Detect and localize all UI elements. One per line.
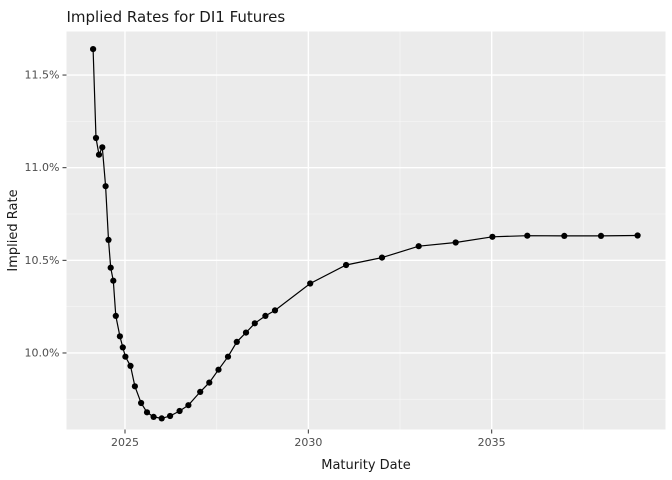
y-axis-tick-label: 11.0% (25, 161, 60, 174)
data-point (233, 338, 240, 345)
data-point (150, 413, 157, 420)
data-line (92, 49, 638, 420)
x-axis-tick-label: 2025 (111, 436, 139, 449)
x-axis-title: Maturity Date (321, 458, 410, 473)
data-point (378, 254, 386, 261)
data-point (215, 366, 222, 373)
data-point (197, 388, 204, 395)
x-axis-tick-label: 2035 (478, 436, 506, 449)
data-point (131, 383, 138, 390)
data-point (102, 183, 109, 190)
data-point (597, 232, 605, 239)
data-point (122, 353, 129, 360)
data-point (167, 412, 174, 420)
data-point (307, 280, 314, 287)
data-point (262, 312, 269, 319)
data-point (524, 232, 531, 239)
data-point (105, 236, 112, 243)
data-point (112, 312, 119, 319)
data-point (127, 362, 134, 369)
chart-title: Implied Rates for DI1 Futures (67, 8, 286, 26)
data-point (158, 415, 165, 422)
data-point (185, 402, 192, 409)
y-axis-tick-label: 11.5% (25, 69, 60, 82)
data-point (271, 307, 279, 314)
y-axis-tick-label: 10.5% (25, 254, 60, 267)
data-point (116, 333, 123, 340)
data-point (489, 233, 496, 240)
data-point (95, 151, 103, 158)
plot-panel-layer: 2025 2030 2035 11.5% 11.0% 10.5% 10.0% (25, 31, 666, 449)
data-point (99, 144, 106, 151)
data-point (242, 329, 250, 336)
data-point (343, 261, 350, 269)
data-point (90, 46, 97, 53)
data-point (224, 353, 232, 360)
data-point (92, 134, 100, 142)
x-axis-tick-label: 2030 (294, 436, 322, 449)
data-point (251, 320, 258, 327)
data-point (107, 264, 114, 271)
data-point (138, 399, 145, 407)
data-point (176, 407, 183, 415)
data-point (143, 409, 151, 416)
data-point (206, 379, 213, 386)
data-point (452, 239, 459, 246)
plot-panel (66, 31, 666, 430)
y-axis-tick-label: 10.0% (25, 346, 60, 359)
data-point (634, 232, 641, 239)
data-point (415, 243, 422, 250)
data-point (110, 277, 117, 284)
data-point (561, 232, 568, 239)
y-axis-title: Implied Rate (6, 189, 21, 271)
data-point (119, 344, 126, 351)
